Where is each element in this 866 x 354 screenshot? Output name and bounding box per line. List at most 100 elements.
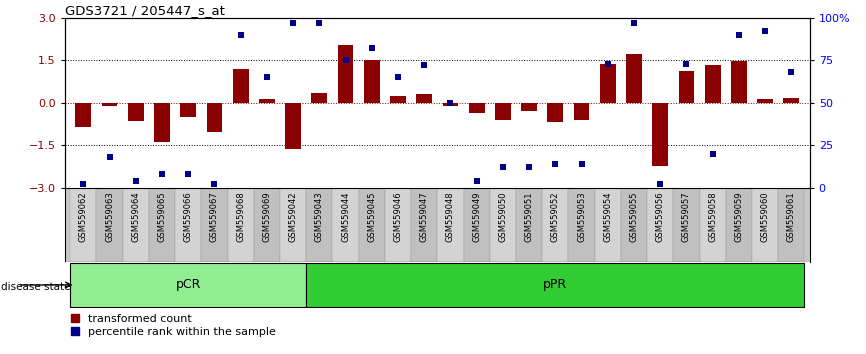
Bar <box>443 103 458 106</box>
Text: GSM559049: GSM559049 <box>472 191 481 242</box>
Bar <box>411 188 437 262</box>
Bar <box>490 188 516 262</box>
Bar <box>359 188 385 262</box>
Bar <box>674 188 700 262</box>
Bar <box>731 61 746 103</box>
Bar <box>647 188 674 262</box>
Text: GSM559044: GSM559044 <box>341 191 350 242</box>
Bar <box>516 188 542 262</box>
Bar <box>417 93 432 103</box>
Bar <box>726 188 752 262</box>
Bar <box>521 103 537 110</box>
Point <box>732 32 746 38</box>
Bar <box>573 103 590 120</box>
Point <box>601 61 615 67</box>
Legend: transformed count, percentile rank within the sample: transformed count, percentile rank withi… <box>70 314 276 337</box>
Bar <box>201 188 228 262</box>
Point <box>286 20 300 25</box>
Bar <box>96 188 123 262</box>
Bar <box>338 45 353 103</box>
Text: GSM559059: GSM559059 <box>734 191 743 242</box>
Bar <box>70 263 307 307</box>
Point <box>785 69 798 75</box>
Text: GSM559069: GSM559069 <box>262 191 271 242</box>
Point <box>417 62 431 68</box>
Bar <box>154 103 170 142</box>
Bar <box>149 188 175 262</box>
Text: GSM559056: GSM559056 <box>656 191 665 242</box>
Bar <box>700 188 726 262</box>
Text: GSM559055: GSM559055 <box>630 191 638 242</box>
Bar <box>128 103 144 121</box>
Text: GSM559042: GSM559042 <box>288 191 298 242</box>
Point <box>129 178 143 184</box>
Text: GSM559060: GSM559060 <box>760 191 770 242</box>
Text: GSM559048: GSM559048 <box>446 191 455 242</box>
Bar <box>312 93 327 103</box>
Point <box>680 61 694 67</box>
Text: GSM559062: GSM559062 <box>79 191 87 242</box>
Point <box>155 171 169 177</box>
Bar <box>175 188 201 262</box>
Point <box>339 57 352 63</box>
Bar <box>364 60 379 103</box>
Point <box>443 100 457 105</box>
Bar <box>285 103 301 149</box>
Text: GSM559051: GSM559051 <box>525 191 533 242</box>
Text: pPR: pPR <box>543 279 567 291</box>
Text: GSM559050: GSM559050 <box>499 191 507 242</box>
Point <box>548 161 562 167</box>
Point <box>653 181 667 187</box>
Text: GSM559047: GSM559047 <box>420 191 429 242</box>
Text: GSM559043: GSM559043 <box>315 191 324 242</box>
Text: GSM559058: GSM559058 <box>708 191 717 242</box>
Point <box>181 171 195 177</box>
Bar <box>333 188 359 262</box>
Bar <box>600 64 616 103</box>
Point <box>365 45 378 51</box>
Bar <box>784 98 799 103</box>
Point <box>208 181 222 187</box>
Text: GSM559066: GSM559066 <box>184 191 193 242</box>
Point <box>76 181 90 187</box>
Text: GSM559045: GSM559045 <box>367 191 376 242</box>
Text: GSM559052: GSM559052 <box>551 191 559 242</box>
Point <box>313 20 326 25</box>
Text: GSM559053: GSM559053 <box>577 191 586 242</box>
Point <box>706 151 720 156</box>
Bar <box>101 103 118 106</box>
Text: GSM559065: GSM559065 <box>158 191 166 242</box>
Bar <box>123 188 149 262</box>
Bar <box>752 188 779 262</box>
Point <box>522 164 536 170</box>
Bar <box>254 188 280 262</box>
Bar <box>542 188 568 262</box>
Text: disease state: disease state <box>1 282 70 292</box>
Bar <box>280 188 307 262</box>
Bar <box>705 65 721 103</box>
Bar <box>70 188 96 262</box>
Text: GSM559067: GSM559067 <box>210 191 219 242</box>
Point <box>260 74 274 80</box>
Bar <box>621 188 647 262</box>
Point <box>234 32 248 38</box>
Text: GSM559054: GSM559054 <box>604 191 612 242</box>
Bar <box>228 188 254 262</box>
Bar <box>437 188 463 262</box>
Text: GSM559064: GSM559064 <box>132 191 140 242</box>
Text: GSM559046: GSM559046 <box>393 191 403 242</box>
Bar <box>757 99 773 103</box>
Bar <box>259 99 275 103</box>
Point <box>102 154 116 160</box>
Text: GSM559063: GSM559063 <box>105 191 114 242</box>
Bar <box>595 188 621 262</box>
Text: pCR: pCR <box>176 279 201 291</box>
Bar <box>75 103 91 127</box>
Bar <box>307 263 805 307</box>
Bar <box>679 71 695 103</box>
Text: GSM559057: GSM559057 <box>682 191 691 242</box>
Bar <box>463 188 490 262</box>
Text: GSM559068: GSM559068 <box>236 191 245 242</box>
Bar <box>233 69 249 103</box>
Bar <box>180 103 196 117</box>
